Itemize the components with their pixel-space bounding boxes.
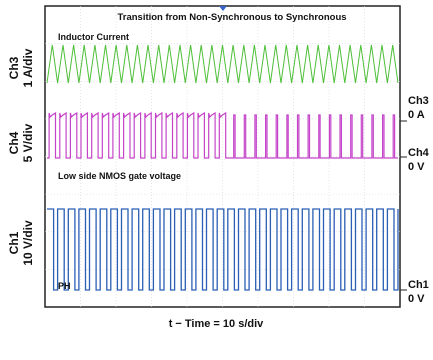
- ch3-name: Ch3: [7, 56, 21, 79]
- ch1-ground-value: 0 V: [408, 293, 425, 305]
- ch4-ground-name: Ch4: [408, 147, 430, 159]
- ch3-annotation: Inductor Current: [58, 32, 129, 42]
- x-axis-label: t − Time = 10 s/div: [169, 318, 264, 330]
- ch4-annotation: Low side NMOS gate voltage: [58, 171, 181, 181]
- ch4-ground-value: 0 V: [408, 161, 425, 173]
- ch3-scale: 1 A/div: [21, 48, 35, 87]
- ch4-gate-voltage-trace: [47, 111, 398, 159]
- ch1-annotation: PH: [58, 281, 71, 291]
- ch4-scale: 5 V/div: [21, 123, 35, 162]
- ch3-ground-name: Ch3: [408, 95, 429, 107]
- ch3-inductor-current-trace: [46, 44, 399, 84]
- ch1-ph-trace: [47, 208, 399, 291]
- trigger-marker-icon: [219, 6, 227, 11]
- chart-title: Transition from Non-Synchronous to Synch…: [117, 12, 346, 23]
- ch1-name: Ch1: [7, 231, 21, 254]
- ch1-ground-name: Ch1: [408, 279, 429, 291]
- ch1-scale: 10 V/div: [21, 220, 35, 266]
- ch4-name: Ch4: [7, 131, 21, 154]
- ch3-ground-value: 0 A: [408, 109, 425, 121]
